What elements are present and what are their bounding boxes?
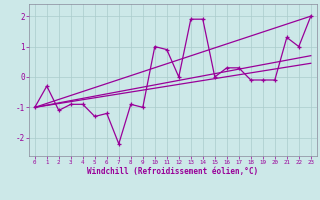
X-axis label: Windchill (Refroidissement éolien,°C): Windchill (Refroidissement éolien,°C) — [87, 167, 258, 176]
